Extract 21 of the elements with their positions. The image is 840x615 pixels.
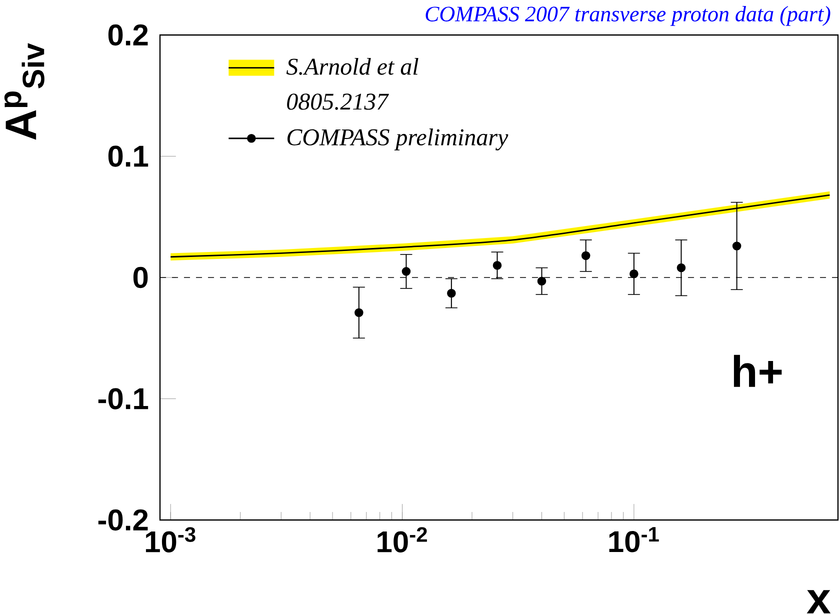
x-tick-label: 10$^{-1}$: [609, 527, 659, 552]
y-tick-label: 0.1: [108, 146, 148, 167]
point: [630, 269, 638, 278]
point: [492, 260, 502, 270]
annotation: 0805.2137: [287, 94, 389, 110]
y-tick-label: -0.2: [98, 509, 148, 531]
annotation: h+: [734, 354, 782, 387]
chart-title: COMPASS 2007 transverse proton data (part): [426, 6, 830, 26]
x-axis-title: x: [806, 590, 831, 614]
y-axis-title: A$^{p}$Siv: [4, 43, 44, 140]
y-tick-label: 0: [133, 266, 148, 288]
point: [402, 267, 411, 276]
legend-label: COMPASS preliminary: [288, 128, 508, 150]
y-tick-label: -0.1: [98, 388, 148, 410]
y-tick-label: 0.2: [108, 24, 148, 46]
point: [354, 308, 364, 318]
point: [676, 263, 686, 272]
point: [447, 288, 456, 298]
x-tick-label: 10$^{-2}$: [378, 527, 427, 552]
legend-label: S.Arnold et al: [286, 58, 418, 75]
point: [537, 276, 546, 286]
